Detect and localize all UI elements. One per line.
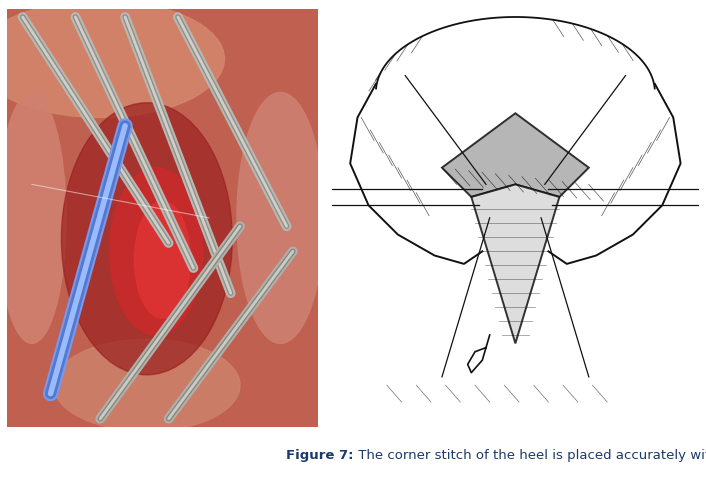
Polygon shape (472, 185, 559, 344)
Ellipse shape (134, 202, 191, 319)
Ellipse shape (237, 93, 324, 344)
Polygon shape (442, 114, 589, 198)
Ellipse shape (61, 104, 232, 375)
Text: The corner stitch of the heel is placed accurately with minimal bite.: The corner stitch of the heel is placed … (354, 448, 706, 461)
Ellipse shape (0, 93, 66, 344)
Ellipse shape (54, 339, 240, 432)
Text: Figure 7:: Figure 7: (285, 448, 353, 461)
Ellipse shape (0, 1, 225, 118)
Ellipse shape (109, 168, 203, 336)
